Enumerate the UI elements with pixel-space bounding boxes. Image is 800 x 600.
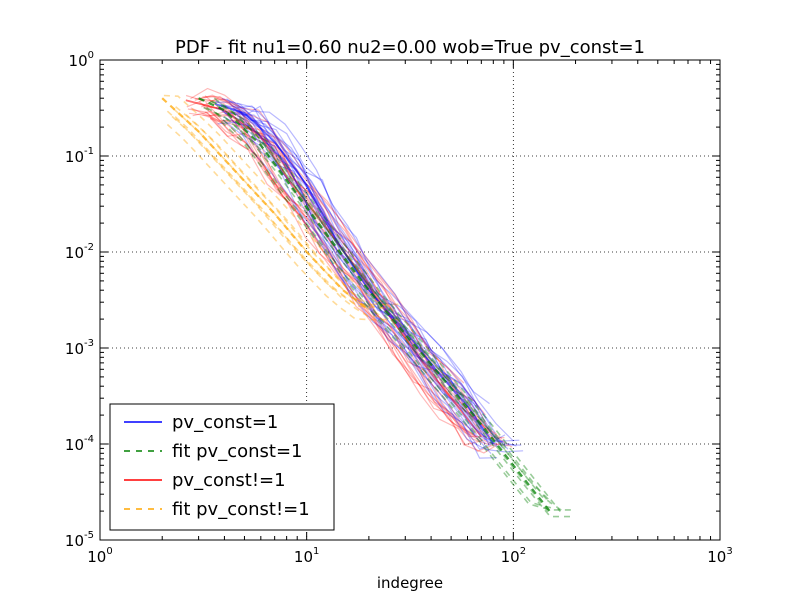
- legend-entry: fit pv_const!=1: [172, 499, 310, 520]
- axes-frame: [99, 59, 721, 541]
- series-line: [209, 118, 503, 454]
- x-tick-label: 100: [87, 546, 112, 566]
- series-main-line: [198, 97, 551, 512]
- y-tick-label: 10-4: [65, 434, 94, 454]
- series-line: [213, 97, 553, 503]
- series-layer: [161, 87, 574, 518]
- series-line: [206, 106, 574, 518]
- series-line: [163, 94, 391, 308]
- series-line: [202, 96, 487, 425]
- series-line: [192, 110, 483, 446]
- series-line: [217, 121, 498, 459]
- series-line: [185, 94, 495, 441]
- series-line: [237, 105, 490, 405]
- y-tick-label: 10-2: [65, 242, 94, 262]
- x-tick-label: 101: [294, 546, 319, 566]
- series-line: [234, 105, 514, 442]
- axes: [99, 59, 721, 541]
- y-tick-label: 10-5: [65, 530, 94, 550]
- series-line: [218, 106, 476, 436]
- series-line: [214, 111, 553, 509]
- series-line: [201, 103, 513, 448]
- y-tick-label: 10-1: [65, 146, 94, 166]
- series-line: [190, 107, 497, 453]
- x-tick-label: 103: [707, 546, 732, 566]
- series-line: [215, 107, 522, 446]
- series-line: [209, 117, 482, 442]
- series-line: [219, 105, 478, 409]
- series-main-line: [161, 97, 370, 311]
- series-line: [199, 98, 561, 512]
- series-line: [205, 101, 478, 438]
- series-line: [166, 123, 399, 321]
- x-axis-label: indegree: [377, 574, 443, 592]
- series-line: [166, 110, 399, 306]
- series-line: [201, 96, 491, 438]
- series-line: [225, 104, 496, 434]
- series-line: [221, 110, 504, 449]
- ticks: 100 101 102 103 10-5 10-4 10-3 10-2 10-1 100: [65, 50, 733, 566]
- series-line: [203, 106, 476, 437]
- chart-title: PDF - fit nu1=0.60 nu2=0.00 wob=True pv_…: [175, 37, 645, 58]
- series-line: [236, 115, 487, 445]
- series-line: [204, 111, 487, 438]
- legend-entry: fit pv_const=1: [172, 441, 302, 462]
- series-line: [232, 107, 493, 426]
- series-line: [216, 104, 564, 513]
- series-line: [224, 112, 492, 455]
- series-line: [175, 106, 383, 318]
- series-line: [202, 114, 509, 447]
- series-line: [174, 116, 383, 308]
- series-line: [173, 108, 375, 314]
- series-line: [187, 108, 492, 446]
- series-main-line: [214, 102, 495, 445]
- y-tick-label: 10-3: [65, 338, 94, 358]
- series-line: [185, 114, 390, 309]
- series-line: [190, 87, 465, 384]
- legend-entry: pv_const!=1: [172, 470, 286, 491]
- series-line: [237, 119, 488, 439]
- legend-box: [109, 403, 335, 531]
- series-line: [171, 115, 382, 318]
- y-tick-label: 100: [69, 50, 94, 70]
- series-line: [194, 95, 486, 416]
- series-line: [232, 110, 498, 448]
- legend-entry: pv_const=1: [172, 412, 278, 433]
- series-line: [221, 97, 520, 442]
- series-line: [228, 102, 479, 408]
- series-line: [226, 98, 498, 447]
- x-tick-label: 102: [501, 546, 526, 566]
- series-line: [222, 119, 517, 451]
- series-line: [203, 106, 549, 513]
- series-line: [220, 120, 573, 511]
